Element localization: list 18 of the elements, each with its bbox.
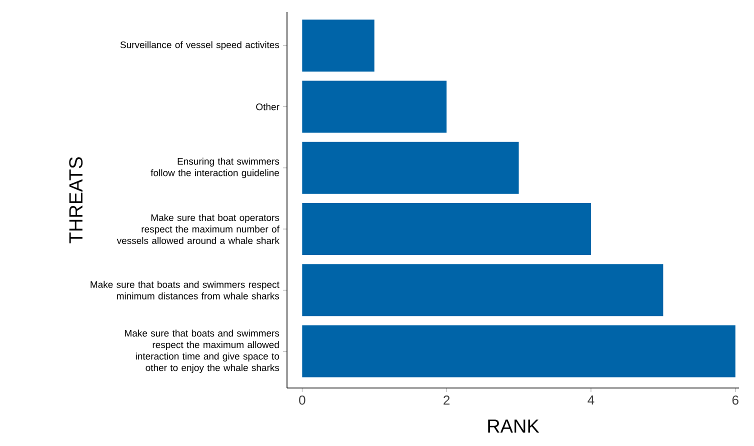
x-tick-label: 4 bbox=[588, 396, 594, 404]
y-tick-label: Make sure that boats and swimmers respect the maximum allowed interaction time and give space to other to enjoy the whale sharks bbox=[125, 330, 280, 373]
y-tick-label: Other bbox=[256, 103, 280, 110]
bar bbox=[302, 20, 374, 72]
bar bbox=[302, 264, 664, 316]
y-tick-label: Make sure that boat operators respect the maximum number of vessels allowed around a whale shark bbox=[116, 214, 280, 244]
y-tick-label: Surveillance of vessel speed activites bbox=[120, 41, 280, 50]
bar bbox=[302, 203, 591, 256]
y-tick-label: Make sure that boats and swimmers respect minimum distances from whale sharks bbox=[90, 280, 280, 300]
x-tick-label: 6 bbox=[732, 396, 738, 405]
bar bbox=[302, 80, 447, 133]
bar bbox=[302, 325, 736, 378]
bar bbox=[302, 142, 519, 194]
y-tick-label: Ensuring that swimmers follow the interaction guideline bbox=[150, 158, 280, 178]
y-axis-title: THREATS bbox=[69, 157, 83, 244]
x-tick-label: 2 bbox=[444, 396, 450, 405]
x-tick-label: 0 bbox=[299, 396, 306, 405]
x-axis-title: RANK bbox=[488, 420, 540, 433]
